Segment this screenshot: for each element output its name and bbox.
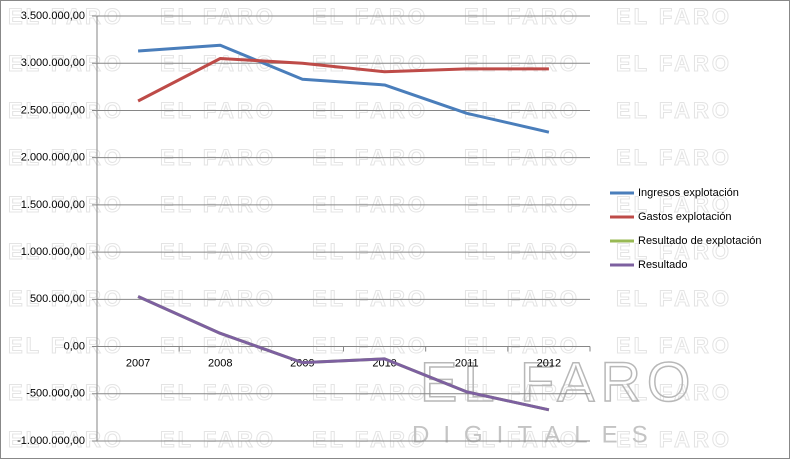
legend-label: Resultado: [638, 259, 688, 271]
legend-label: Ingresos explotación: [638, 187, 739, 199]
y-tick-label: 1.000.000,00: [21, 246, 85, 258]
watermark-text: EL FARO: [8, 239, 124, 264]
watermark-text: EL FARO: [616, 427, 732, 452]
watermark-text: EL FARO: [312, 192, 428, 217]
x-tick-label: 2008: [208, 357, 232, 369]
watermark-logo-sub: DIGITALES: [412, 421, 662, 448]
watermark-text: EL FARO: [160, 192, 276, 217]
legend-label: Gastos explotación: [638, 211, 732, 223]
watermark-text: EL FARO: [312, 380, 428, 405]
watermark-text: EL FARO: [8, 286, 124, 311]
watermark-text: EL FARO: [616, 51, 732, 76]
y-tick-label: 3.500.000,00: [21, 10, 85, 22]
watermark-text: EL FARO: [160, 286, 276, 311]
y-tick-label: 2.500.000,00: [21, 104, 85, 116]
watermark-text: EL FARO: [312, 286, 428, 311]
x-tick-label: 2011: [455, 357, 479, 369]
y-tick-label: -500.000,00: [26, 388, 85, 400]
watermark-logo: EL FARO: [420, 350, 696, 413]
y-tick-label: -1.000.000,00: [17, 435, 85, 447]
watermark-text: EL FARO: [616, 4, 732, 29]
watermark-text: EL FARO: [464, 427, 580, 452]
y-tick-label: 3.000.000,00: [21, 57, 85, 69]
watermark-text: EL FARO: [464, 333, 580, 358]
watermark-text: EL FARO: [616, 380, 732, 405]
watermark-text: EL FARO: [8, 380, 124, 405]
watermark-text: EL FARO: [312, 333, 428, 358]
plot-layer: -1.000.000,00 -500.000,00 0,00 500.000,00 1.…: [17, 10, 761, 447]
watermark-text: EL FARO: [160, 380, 276, 405]
watermark-text: EL FARO: [312, 239, 428, 264]
y-tick-label: 0,00: [64, 340, 85, 352]
y-tick-label: 500.000,00: [30, 293, 85, 305]
watermark-text: EL FARO: [616, 192, 732, 217]
watermark-text: EL FARO: [160, 333, 276, 358]
watermark-text: EL FARO: [464, 192, 580, 217]
watermark-text: EL FARO: [464, 239, 580, 264]
watermark-text: EL FARO: [464, 286, 580, 311]
y-tick-label: 2.000.000,00: [21, 152, 85, 164]
x-tick-label: 2012: [537, 357, 561, 369]
watermark-text: EL FARO: [160, 239, 276, 264]
watermark-text: EL FARO: [616, 286, 732, 311]
watermark-text: EL FARO: [8, 427, 124, 452]
legend-label: Resultado de explotación: [638, 235, 762, 247]
watermark-text: EL FARO: [464, 380, 580, 405]
watermark-text: EL FARO: [160, 427, 276, 452]
watermark-text: EL FARO: [616, 145, 732, 170]
series-line: [137, 43, 550, 134]
watermark-text: EL FARO: [616, 333, 732, 358]
series-line: [137, 295, 550, 412]
series-line: [137, 57, 549, 103]
watermark-text: EL FARO: [616, 239, 732, 264]
watermark-text: EL FARO: [312, 427, 428, 452]
watermark-text: EL FARO: [616, 98, 732, 123]
watermark-text: EL FARO: [8, 192, 124, 217]
y-tick-label: 1.500.000,00: [21, 199, 85, 211]
x-tick-label: 2007: [126, 357, 150, 369]
watermark-text: EL FARO: [8, 333, 124, 358]
